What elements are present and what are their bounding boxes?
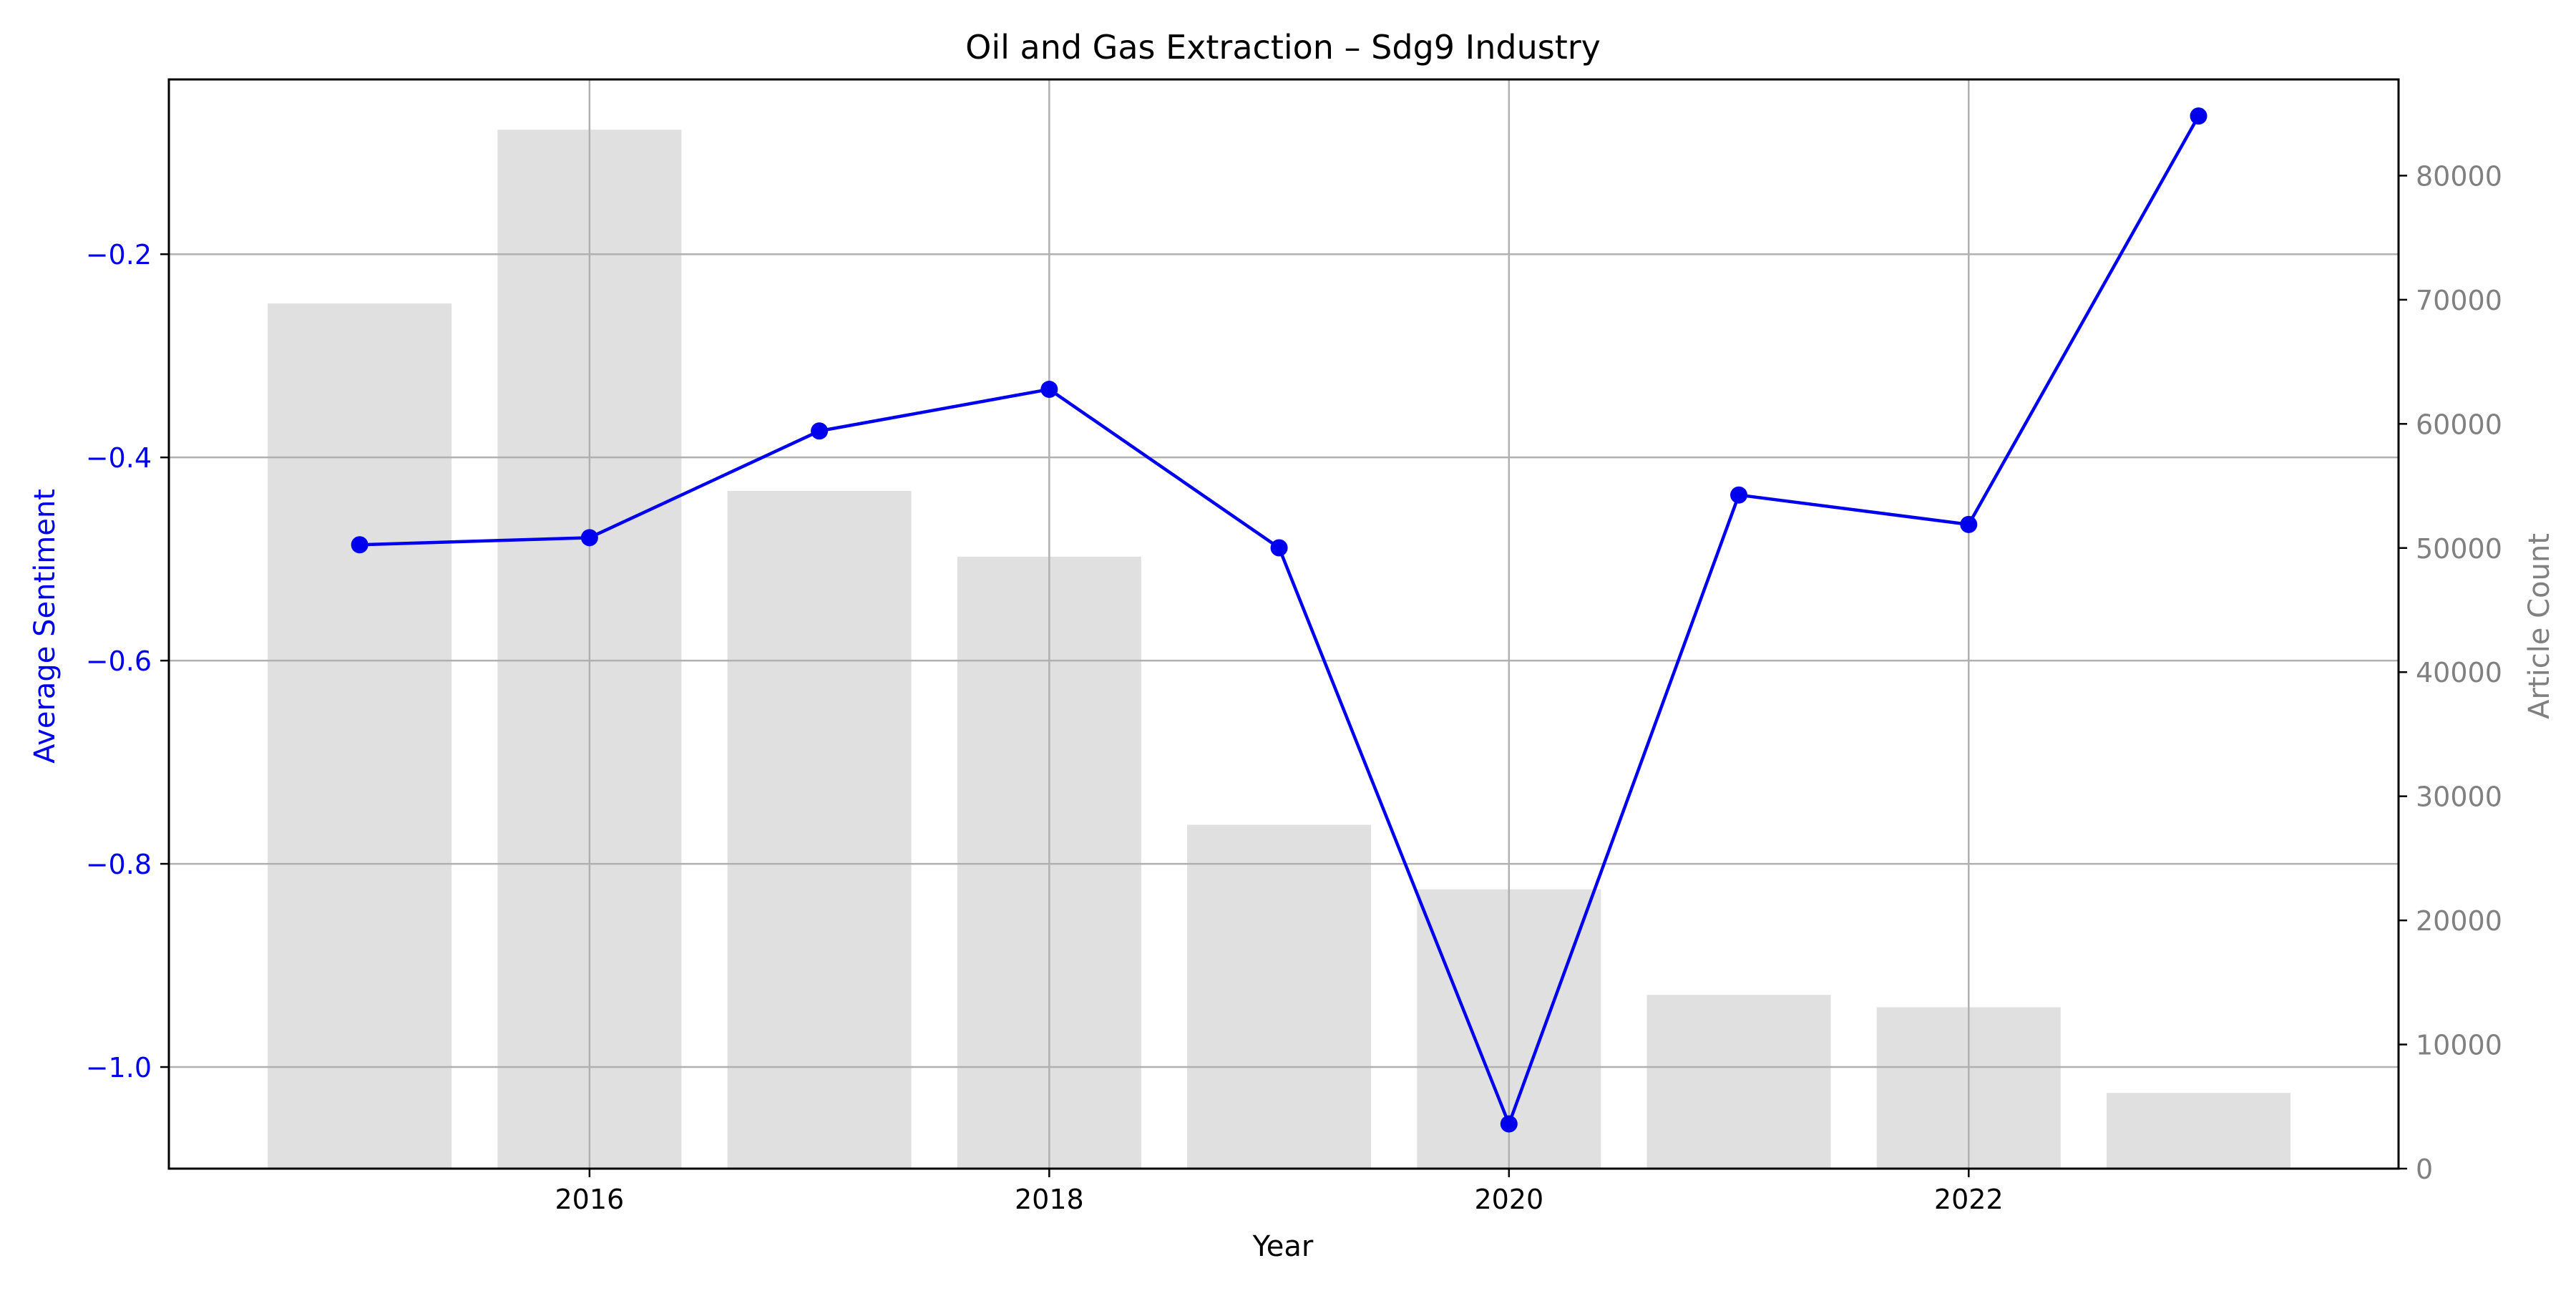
right-tick-label: 10000 [2416,1030,2502,1061]
x-tick-label-2020: 2020 [1474,1184,1543,1215]
x-tick-label-2022: 2022 [1934,1184,2004,1215]
sentiment-point-2022 [1960,515,1978,533]
bar-2023 [2107,1093,2291,1169]
plot-frame [167,78,2400,1170]
x-axis-label: Year [1252,1230,1314,1263]
bar-2017 [727,490,912,1169]
x-tick-label-2018: 2018 [1015,1184,1084,1215]
right-tick-label: 0 [2416,1154,2433,1185]
left-tick-label: −0.4 [86,442,152,474]
right-axis-label: Article Count [2523,533,2556,719]
sentiment-point-2023 [2190,107,2207,125]
left-tick-label: −0.8 [86,849,152,880]
chart-title: Oil and Gas Extraction – Sdg9 Industry [965,28,1601,67]
left-tick-label: −0.6 [86,646,152,677]
right-tick-label: 30000 [2416,781,2502,813]
plot-area: 2016 2018 2020 2022 −1.0 −0.8 −0.6 −0.4 −0.2 0 100… [86,78,2502,1215]
left-tick-label: −0.2 [86,239,152,271]
right-tick-label: 50000 [2416,533,2502,565]
sentiment-point-2016 [580,529,598,547]
left-axis-label: Average Sentiment [29,489,62,764]
sentiment-point-2021 [1730,486,1748,504]
sentiment-point-2020 [1500,1115,1518,1133]
bar-2021 [1646,995,1831,1169]
sentiment-point-2015 [351,536,369,554]
bar-2019 [1187,824,1372,1169]
sentiment-point-2019 [1270,539,1288,557]
left-tick-label: −1.0 [86,1052,152,1083]
bar-2015 [268,303,452,1169]
sentiment-point-2018 [1040,381,1058,399]
right-tick-label: 60000 [2416,409,2502,440]
right-tick-label: 80000 [2416,160,2502,192]
right-tick-label: 20000 [2416,905,2502,937]
x-tick-label-2016: 2016 [555,1184,625,1215]
right-tick-label: 70000 [2416,285,2502,316]
right-tick-label: 40000 [2416,657,2502,688]
sentiment-point-2017 [811,422,829,440]
